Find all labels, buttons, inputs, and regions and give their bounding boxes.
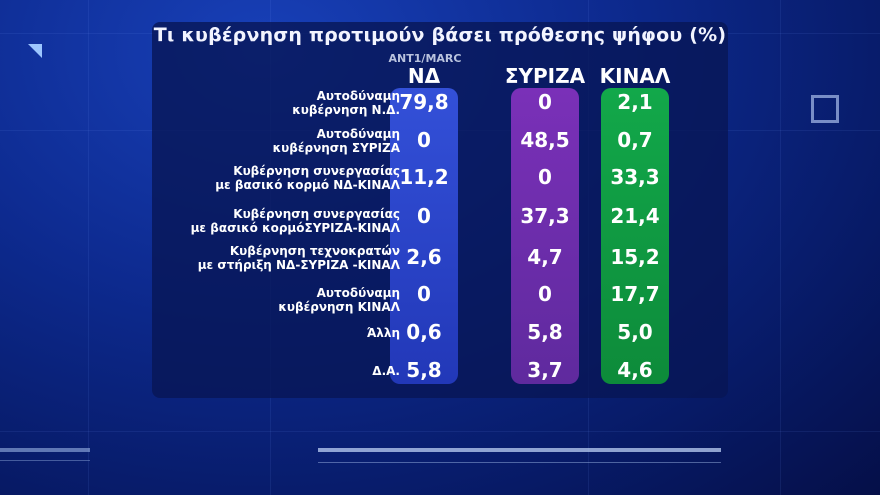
- value-cell: 0: [538, 282, 552, 306]
- square-outline-icon: [811, 95, 839, 123]
- decorative-bar: [0, 460, 90, 461]
- row-label-line: Δ.Α.: [372, 364, 400, 378]
- row-label: Δ.Α.: [160, 364, 400, 378]
- value-cell: 33,3: [610, 165, 660, 189]
- value-cell: 5,8: [527, 320, 563, 344]
- row-label-line: με βασικό κορμό ΝΔ-ΚΙΝΑΛ: [215, 178, 400, 192]
- row-label-line: με στήριξη ΝΔ-ΣΥΡΙΖΑ -ΚΙΝΑΛ: [197, 258, 400, 272]
- value-cell: 11,2: [399, 165, 449, 189]
- column-header-syriza: ΣΥΡΙΖΑ: [504, 64, 586, 88]
- value-cell: 0: [538, 165, 552, 189]
- row-label: Αυτοδύναμη κυβέρνηση ΚΙΝΑΛ: [160, 286, 400, 314]
- value-cell: 5,8: [406, 358, 442, 382]
- row-label-line: Κυβέρνηση συνεργασίας: [233, 164, 400, 178]
- column-header-nd: ΝΔ: [407, 64, 441, 88]
- grid-line: [88, 0, 89, 495]
- row-label: Άλλη: [160, 326, 400, 340]
- row-label-line: Άλλη: [366, 326, 400, 340]
- value-cell: 0,7: [617, 128, 653, 152]
- value-cell: 17,7: [610, 282, 660, 306]
- column-nd: [390, 88, 458, 384]
- value-cell: 0: [538, 90, 552, 114]
- triangle-icon: [28, 44, 42, 58]
- row-label-line: Αυτοδύναμη: [316, 89, 400, 103]
- row-label-line: Αυτοδύναμη: [316, 286, 400, 300]
- value-cell: 5,0: [617, 320, 653, 344]
- row-label-line: κυβέρνηση ΚΙΝΑΛ: [278, 300, 400, 314]
- decorative-bar: [318, 448, 721, 452]
- row-label: Κυβέρνηση συνεργασίας με βασικό κορμόΣΥΡ…: [160, 207, 400, 235]
- value-cell: 0: [417, 204, 431, 228]
- row-label: Αυτοδύναμη κυβέρνηση ΣΥΡΙΖΑ: [160, 127, 400, 155]
- row-label: Κυβέρνηση συνεργασίας με βασικό κορμό ΝΔ…: [160, 164, 400, 192]
- value-cell: 2,6: [406, 245, 442, 269]
- row-label-line: κυβέρνηση ΣΥΡΙΖΑ: [272, 141, 400, 155]
- grid-line: [780, 0, 781, 495]
- value-cell: 3,7: [527, 358, 563, 382]
- value-cell: 0: [417, 128, 431, 152]
- row-label-line: με βασικό κορμόΣΥΡΙΖΑ-ΚΙΝΑΛ: [190, 221, 400, 235]
- value-cell: 4,6: [617, 358, 653, 382]
- source-label: ANT1/MARC: [388, 52, 462, 65]
- value-cell: 37,3: [520, 204, 570, 228]
- row-label: Αυτοδύναμη κυβέρνηση Ν.Δ.: [160, 89, 400, 117]
- value-cell: 4,7: [527, 245, 563, 269]
- decorative-bar: [0, 448, 90, 452]
- grid-line: [0, 431, 880, 432]
- chart-title: Τι κυβέρνηση προτιμούν βάσει πρόθεσης ψή…: [153, 24, 727, 46]
- row-label-line: Αυτοδύναμη: [316, 127, 400, 141]
- column-kinal: [601, 88, 669, 384]
- value-cell: 0,6: [406, 320, 442, 344]
- value-cell: 21,4: [610, 204, 660, 228]
- value-cell: 48,5: [520, 128, 570, 152]
- column-syriza: [511, 88, 579, 384]
- decorative-bar: [318, 462, 721, 463]
- row-label-line: Κυβέρνηση τεχνοκρατών: [229, 244, 400, 258]
- row-label: Κυβέρνηση τεχνοκρατών με στήριξη ΝΔ-ΣΥΡΙ…: [160, 244, 400, 272]
- value-cell: 15,2: [610, 245, 660, 269]
- value-cell: 0: [417, 282, 431, 306]
- value-cell: 2,1: [617, 90, 653, 114]
- row-label-line: Κυβέρνηση συνεργασίας: [233, 207, 400, 221]
- row-label-line: κυβέρνηση Ν.Δ.: [292, 103, 400, 117]
- column-header-kinal: ΚΙΝΑΛ: [599, 64, 671, 88]
- value-cell: 79,8: [399, 90, 449, 114]
